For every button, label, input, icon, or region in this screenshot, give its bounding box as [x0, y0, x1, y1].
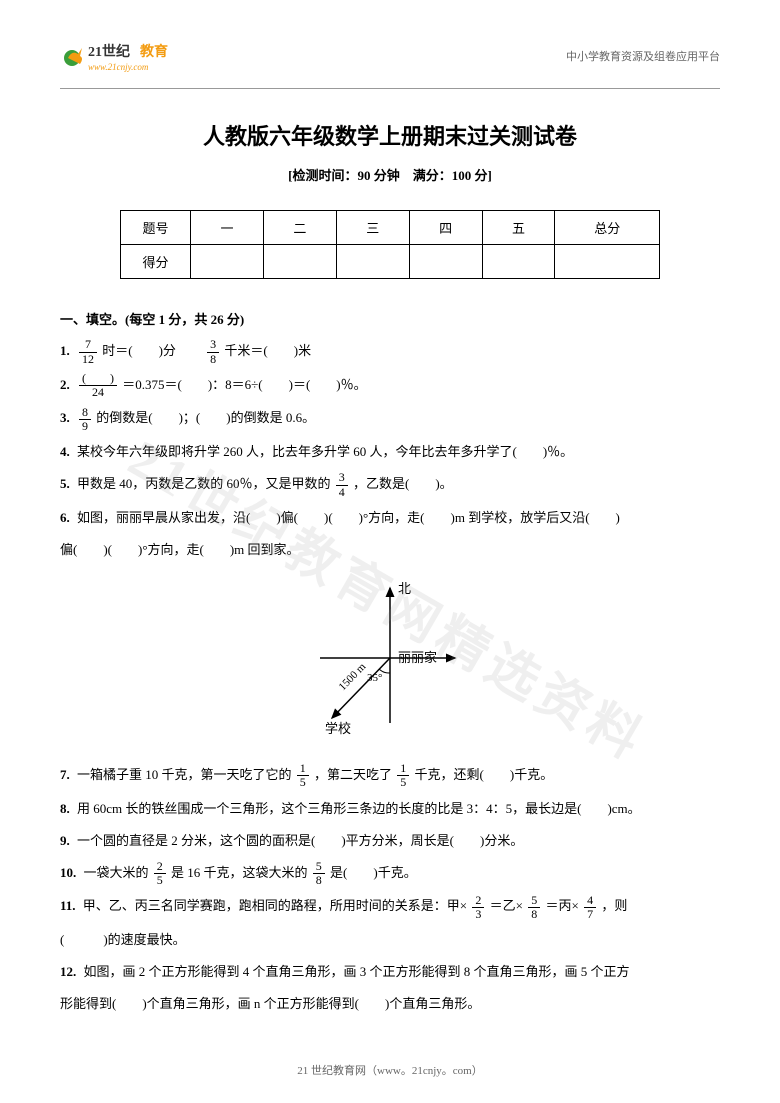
question-number: 8.	[60, 801, 70, 816]
table-cell: 三	[336, 211, 409, 245]
fraction: 38	[207, 338, 219, 365]
question-text: 一箱橘子重 10 千克，第一天吃了它的	[77, 767, 292, 782]
table-cell	[409, 245, 482, 279]
question-4: 4. 某校今年六年级即将升学 260 人，比去年多升学 60 人，今年比去年多升…	[60, 439, 720, 465]
fraction: 15	[397, 762, 409, 789]
page-footer: 21 世纪教育网（www。21cnjy。com）	[0, 1062, 780, 1078]
question-10: 10. 一袋大米的 25 是 16 千克，这袋大米的 58 是( )千克。	[60, 860, 720, 888]
table-cell: 题号	[121, 211, 191, 245]
question-text: 偏( )( )°方向，走( )m 回到家。	[60, 542, 300, 557]
table-row: 得分	[121, 245, 660, 279]
question-text: 一袋大米的	[84, 865, 149, 880]
question-text: ，则	[601, 898, 627, 913]
question-3: 3. 89 的倒数是( )；( )的倒数是 0.6。	[60, 405, 720, 433]
question-text: ，第二天吃了	[314, 767, 392, 782]
question-2: 2. ( )24 ＝0.375＝( )：8＝6÷( )＝( )％。	[60, 372, 720, 400]
question-text: 甲数是 40，丙数是乙数的 60％，又是甲数的	[77, 476, 331, 491]
table-row: 题号 一 二 三 四 五 总分	[121, 211, 660, 245]
table-cell	[482, 245, 555, 279]
question-text: 某校今年六年级即将升学 260 人，比去年多升学 60 人，今年比去年多升学了(…	[77, 444, 573, 459]
table-cell: 四	[409, 211, 482, 245]
question-number: 12.	[60, 964, 76, 979]
question-number: 6.	[60, 510, 70, 525]
question-number: 5.	[60, 476, 70, 491]
question-number: 11.	[60, 898, 76, 913]
question-text: 千米＝( )米	[224, 343, 311, 358]
table-cell	[263, 245, 336, 279]
question-5: 5. 甲数是 40，丙数是乙数的 60％，又是甲数的 34 ，乙数是( )。	[60, 471, 720, 499]
question-text: 形能得到( )个直角三角形，画 n 个正方形能得到( )个直角三角形。	[60, 996, 480, 1011]
fraction: 58	[528, 894, 540, 921]
question-7: 7. 一箱橘子重 10 千克，第一天吃了它的 15 ，第二天吃了 15 千克，还…	[60, 762, 720, 790]
score-table: 题号 一 二 三 四 五 总分 得分	[120, 210, 660, 279]
question-number: 4.	[60, 444, 70, 459]
question-text: ，乙数是( )。	[353, 476, 453, 491]
page-title: 人教版六年级数学上册期末过关测试卷	[60, 119, 720, 151]
fraction: 712	[79, 338, 97, 365]
question-number: 1.	[60, 343, 70, 358]
logo: 21世纪 教育 www.21cnjy.com	[60, 40, 200, 80]
distance-label: 1500 m	[337, 660, 369, 693]
question-number: 9.	[60, 833, 70, 848]
question-6-line2: 偏( )( )°方向，走( )m 回到家。	[60, 537, 720, 563]
fraction: 58	[313, 860, 325, 887]
question-text: 时＝( )分	[102, 343, 202, 358]
question-8: 8. 用 60cm 长的铁丝围成一个三角形，这个三角形三条边的长度的比是 3：4…	[60, 796, 720, 822]
question-number: 10.	[60, 865, 76, 880]
question-text: 用 60cm 长的铁丝围成一个三角形，这个三角形三条边的长度的比是 3：4：5，…	[77, 801, 641, 816]
home-label: 丽丽家	[398, 650, 437, 665]
page-subtitle: [检测时间：90 分钟 满分：100 分]	[60, 165, 720, 184]
question-9: 9. 一个圆的直径是 2 分米，这个圆的面积是( )平方分米，周长是( )分米。	[60, 828, 720, 854]
table-cell	[191, 245, 264, 279]
fraction: 23	[472, 894, 484, 921]
fraction: ( )24	[79, 372, 117, 399]
table-cell	[336, 245, 409, 279]
table-cell: 总分	[555, 211, 660, 245]
fraction: 34	[336, 471, 348, 498]
question-number: 7.	[60, 767, 70, 782]
question-12: 12. 如图，画 2 个正方形能得到 4 个直角三角形，画 3 个正方形能得到 …	[60, 959, 720, 985]
question-text: 是 16 千克，这袋大米的	[171, 865, 308, 880]
table-cell: 五	[482, 211, 555, 245]
question-text: 如图，画 2 个正方形能得到 4 个直角三角形，画 3 个正方形能得到 8 个直…	[84, 964, 630, 979]
question-text: 的倒数是( )；( )的倒数是 0.6。	[96, 410, 315, 425]
question-text: 甲、乙、丙三名同学赛跑，跑相同的路程，所用时间的关系是：甲×	[83, 898, 467, 913]
question-1: 1. 712 时＝( )分 38 千米＝( )米	[60, 338, 720, 366]
question-text: ＝乙×	[490, 898, 523, 913]
table-cell: 一	[191, 211, 264, 245]
section-title: 一、填空。(每空 1 分，共 26 分)	[60, 309, 720, 328]
svg-text:21世纪: 21世纪	[88, 43, 130, 60]
table-cell: 二	[263, 211, 336, 245]
fraction: 25	[154, 860, 166, 887]
question-11: 11. 甲、乙、丙三名同学赛跑，跑相同的路程，所用时间的关系是：甲× 23 ＝乙…	[60, 893, 720, 921]
question-text: ( )的速度最快。	[60, 932, 186, 947]
fraction: 89	[79, 406, 91, 433]
north-label: 北	[398, 581, 411, 596]
question-text: ＝0.375＝( )：8＝6÷( )＝( )％。	[122, 377, 366, 392]
page-header: 21世纪 教育 www.21cnjy.com 中小学教育资源及组卷应用平台	[60, 40, 720, 80]
direction-diagram: 北 35° 丽丽家 学校 1500 m	[60, 573, 720, 748]
question-text: 如图，丽丽早晨从家出发，沿( )偏( )( )°方向，走( )m 到学校，放学后…	[77, 510, 620, 525]
svg-text:教育: 教育	[140, 43, 168, 60]
question-11-line2: ( )的速度最快。	[60, 927, 720, 953]
angle-label: 35°	[367, 672, 382, 684]
table-cell: 得分	[121, 245, 191, 279]
question-text: 一个圆的直径是 2 分米，这个圆的面积是( )平方分米，周长是( )分米。	[77, 833, 523, 848]
fraction: 47	[584, 894, 596, 921]
question-number: 2.	[60, 377, 70, 392]
question-text: 千克，还剩( )千克。	[415, 767, 554, 782]
question-text: 是( )千克。	[330, 865, 417, 880]
header-right-text: 中小学教育资源及组卷应用平台	[566, 48, 720, 64]
question-text: ＝丙×	[545, 898, 578, 913]
svg-text:www.21cnjy.com: www.21cnjy.com	[88, 62, 149, 72]
question-12-line2: 形能得到( )个直角三角形，画 n 个正方形能得到( )个直角三角形。	[60, 991, 720, 1017]
header-divider	[60, 88, 720, 89]
question-number: 3.	[60, 410, 70, 425]
fraction: 15	[297, 762, 309, 789]
question-6: 6. 如图，丽丽早晨从家出发，沿( )偏( )( )°方向，走( )m 到学校，…	[60, 505, 720, 531]
school-label: 学校	[325, 721, 351, 736]
table-cell	[555, 245, 660, 279]
